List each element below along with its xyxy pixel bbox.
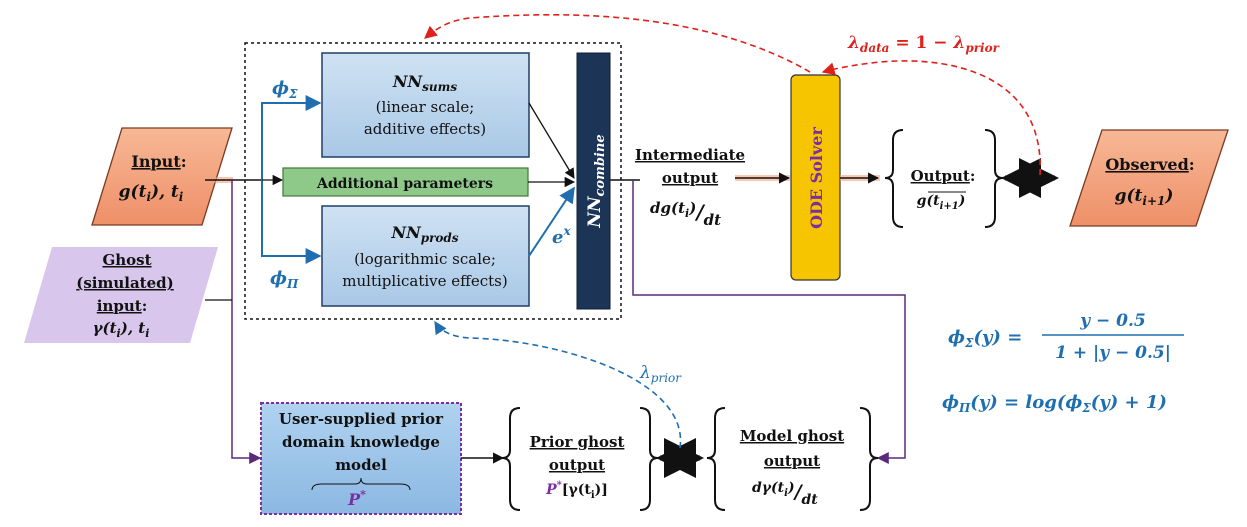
nn-combine-label: NNcombine [585,134,608,228]
phi-pi-eq: ϕΠ(y) = log(ϕΣ(y) + 1) [942,392,1167,415]
prior-model-overbrace [311,477,411,491]
nn-combine-box[interactable] [576,52,611,310]
ghost-input-shape[interactable] [24,247,218,343]
network-container [244,42,622,320]
prods-to-combine-arrow [528,186,575,257]
intermediate-line2: output [662,169,718,187]
prior-ghost-right-brace [639,407,659,511]
exp-label: ex [552,224,571,248]
observed-label: Observed: [1105,155,1194,174]
prior-model-line2: domain knowledge [282,433,440,451]
prior-ghost-line1: Prior ghost [530,433,625,451]
phi-pi-label: ϕΠ [270,268,299,291]
lambda-prior-label: λprior [639,363,682,385]
output-right-brace [984,129,1004,228]
ghost-input-value: γ(ti), ti [93,319,150,340]
observed-value: g(ti+1) [1115,186,1174,208]
prior-ghost-value: P*[γ(ti)] [545,480,608,501]
lambda-prior-arrow [434,320,682,449]
model-ghost-deriv: dγ(ti)/dt [752,480,818,508]
nn-prods-line1: (logarithmic scale; [354,250,496,268]
prior-model-box[interactable] [260,402,462,515]
prior-model-line1: User-supplied prior [279,410,444,428]
output-value: g(ti+1) [917,193,966,212]
nn-sums-box[interactable] [321,52,530,158]
phi-sigma-eq-den: 1 + |y − 0.5| [1055,343,1171,363]
phi-sigma-path [261,95,322,180]
additional-params-box[interactable] [282,167,529,197]
output-left-brace [884,129,904,228]
phi-sigma-label: ϕΣ [272,78,298,101]
ghost-input-line3: input: [97,297,147,315]
nn-prods-line2: multiplicative effects) [342,272,507,290]
lambda-data-label: λdata = 1 − λprior [847,33,1001,55]
lambda-data-to-network-arrow [424,13,811,73]
intermediate-deriv: dg(ti)/dt [650,199,721,229]
phi-sigma-eq-lhs: ϕΣ(y) = [948,327,1022,350]
lambda-data-arrow [821,60,1041,176]
intermediate-line1: Intermediate [635,146,745,164]
input-label: Input: [131,152,186,171]
nn-sums-line1: (linear scale; [376,98,475,116]
combine-to-model-ghost-line [632,180,906,464]
ode-solver-label: ODE Solver [807,127,826,229]
ghost-input-line2: (simulated) [76,274,174,292]
ghost-input-line1: Ghost [102,251,151,269]
prior-model-symbol: P* [347,488,366,509]
model-ghost-right-brace [859,407,879,511]
nn-sums-title: NNsums [392,72,457,94]
nn-prods-title: NNprods [390,223,458,245]
model-ghost-line2: output [764,452,820,470]
additional-params-label: Additional parameters [316,176,493,192]
nn-prods-box[interactable] [321,205,530,307]
phi-sigma-eq-num: y − 0.5 [1079,311,1146,331]
model-ghost-line1: Model ghost [740,427,844,445]
phi-pi-path [261,180,322,264]
input-to-prior-line [231,180,262,464]
nn-sums-line2: additive effects) [364,120,486,138]
observed-shape[interactable] [1069,129,1229,227]
prior-ghost-left-brace [501,407,521,511]
prior-ghost-line2: output [549,456,605,474]
input-value: g(ti), ti [119,182,184,204]
model-ghost-left-brace [706,407,726,511]
sums-to-combine-arrow [528,102,575,179]
prior-model-line3: model [335,456,387,474]
output-label: Output: [911,167,976,185]
input-shape[interactable] [91,127,233,226]
